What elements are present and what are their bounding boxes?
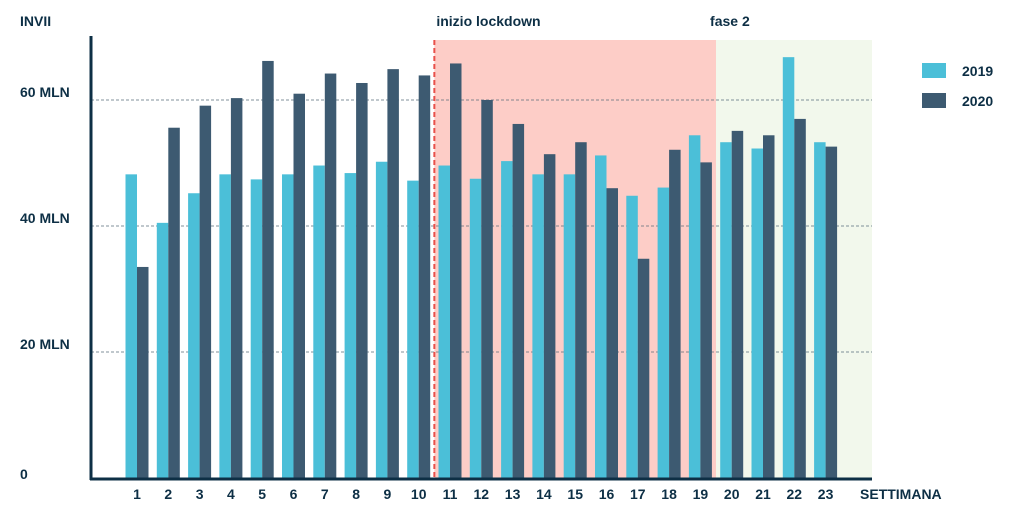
bar-2020-week-20 [731,130,744,478]
bar-2020-week-2 [168,127,180,478]
x-tick-label: 5 [258,486,266,502]
bar-2019-week-14 [532,174,544,478]
legend-label-2019: 2019 [962,63,993,79]
x-tick-label: 12 [474,486,490,502]
bar-2020-week-16 [606,188,618,478]
bar-2019-week-2 [156,222,169,478]
x-axis-title: SETTIMANA [860,486,942,502]
bar-2020-week-14 [543,154,556,478]
x-tick-label: 21 [755,486,771,502]
annotation-fase-2: fase 2 [710,13,750,29]
bar-2019-week-15 [563,174,576,478]
x-tick-label: 16 [599,486,615,502]
bar-2019-week-13 [501,161,513,479]
x-tick-label: 9 [384,486,392,502]
bar-2019-week-7 [313,165,325,478]
bar-2019-week-16 [595,155,607,478]
bar-2020-week-3 [199,105,212,479]
y-tick-label: 40 MLN [20,210,70,226]
bar-2020-week-11 [450,63,462,479]
x-tick-label: 8 [352,486,360,502]
bar-2019-week-11 [438,165,450,478]
bar-2020-week-6 [293,93,305,478]
x-tick-label: 18 [661,486,677,502]
bar-2020-week-4 [230,98,243,479]
x-tick-label: 7 [321,486,329,502]
legend-label-2020: 2020 [962,93,993,109]
bar-2019-week-18 [657,187,670,478]
bar-2020-week-22 [794,118,806,479]
bar-2019-week-4 [219,174,231,478]
bar-2019-week-10 [407,180,419,478]
bar-2020-week-15 [575,142,587,478]
bar-2020-week-1 [137,266,149,478]
x-tick-label: 10 [411,486,427,502]
bar-2020-week-10 [418,75,431,479]
x-tick-label: 23 [818,486,834,502]
x-tick-label: 22 [787,486,803,502]
bar-2019-week-22 [782,57,795,478]
bar-2020-week-18 [669,149,681,478]
x-tick-label: 14 [536,486,552,502]
y-tick-label: 60 MLN [20,84,70,100]
legend-swatch-2019 [922,63,946,78]
x-tick-label: 15 [567,486,583,502]
x-tick-label: 4 [227,486,235,502]
bar-2019-week-12 [469,178,482,478]
bar-2019-week-19 [688,135,701,478]
bar-2019-week-20 [720,142,732,478]
bar-2019-week-23 [814,142,826,478]
x-tick-label: 1 [133,486,141,502]
bar-2019-week-6 [282,174,294,478]
bar-2020-week-8 [356,82,368,479]
x-tick-label: 19 [693,486,709,502]
x-tick-label: 11 [443,486,458,502]
bar-2019-week-9 [375,161,388,479]
bar-2020-week-7 [324,73,337,478]
x-tick-label: 3 [196,486,204,502]
bar-2019-week-1 [125,174,137,478]
x-tick-label: 17 [630,486,646,502]
bar-2019-week-17 [626,195,638,478]
bar-2019-week-8 [344,173,357,478]
x-tick-label: 13 [505,486,521,502]
bar-2020-week-12 [481,100,493,478]
annotation-lockdown: inizio lockdown [436,13,540,29]
bar-2020-week-19 [700,162,712,478]
x-tick-label: 2 [164,486,172,502]
x-tick-label: 20 [724,486,740,502]
bar-2020-week-23 [825,146,838,478]
legend-swatch-2020 [922,93,946,108]
y-tick-label: 0 [20,466,28,482]
bar-2020-week-21 [763,135,775,478]
bar-2020-week-5 [262,60,274,478]
bar-2019-week-5 [250,179,263,478]
bar-2019-week-21 [751,148,763,478]
bar-2020-week-13 [512,123,525,478]
y-axis-title: INVII [20,13,51,29]
bar-2019-week-3 [188,193,200,479]
bar-2020-week-17 [637,258,650,478]
y-tick-label: 20 MLN [20,336,70,352]
x-tick-label: 6 [290,486,298,502]
bar-2020-week-9 [387,69,399,478]
